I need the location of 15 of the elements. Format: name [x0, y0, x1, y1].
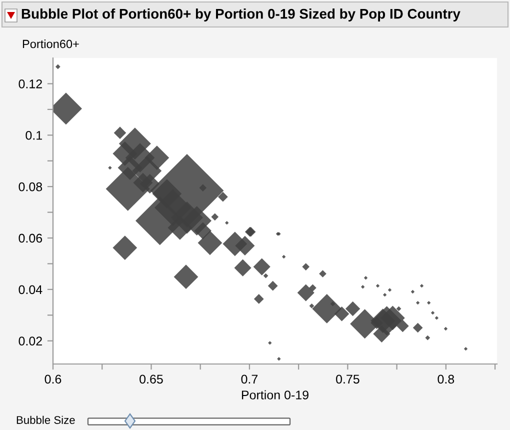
y-tick-label: 0.04 [18, 285, 42, 294]
y-tick-label: 0.1 [26, 130, 42, 140]
x-tick-label: 0.65 [140, 374, 163, 384]
y-tick-label: 0.06 [18, 234, 42, 243]
text: Bubble Size [16, 416, 75, 424]
chart-title: Bubble Plot of Portion60+ by Portion 0-19 Sized by Pop ID Country [22, 8, 460, 22]
x-axis-title: Portion 0-19 [242, 390, 308, 400]
x-tick-label: 0.8 [438, 374, 454, 384]
x-tick-label: 0.7 [241, 374, 258, 384]
x-tick-label: 0.6 [44, 374, 62, 384]
y-axis-title: Portion60+ [22, 40, 79, 48]
y-tick-label: 0.02 [18, 336, 42, 346]
x-tick-label: 0.75 [336, 374, 360, 384]
y-tick-label: 0.08 [18, 182, 42, 192]
y-tick-label: 0.12 [18, 80, 42, 88]
